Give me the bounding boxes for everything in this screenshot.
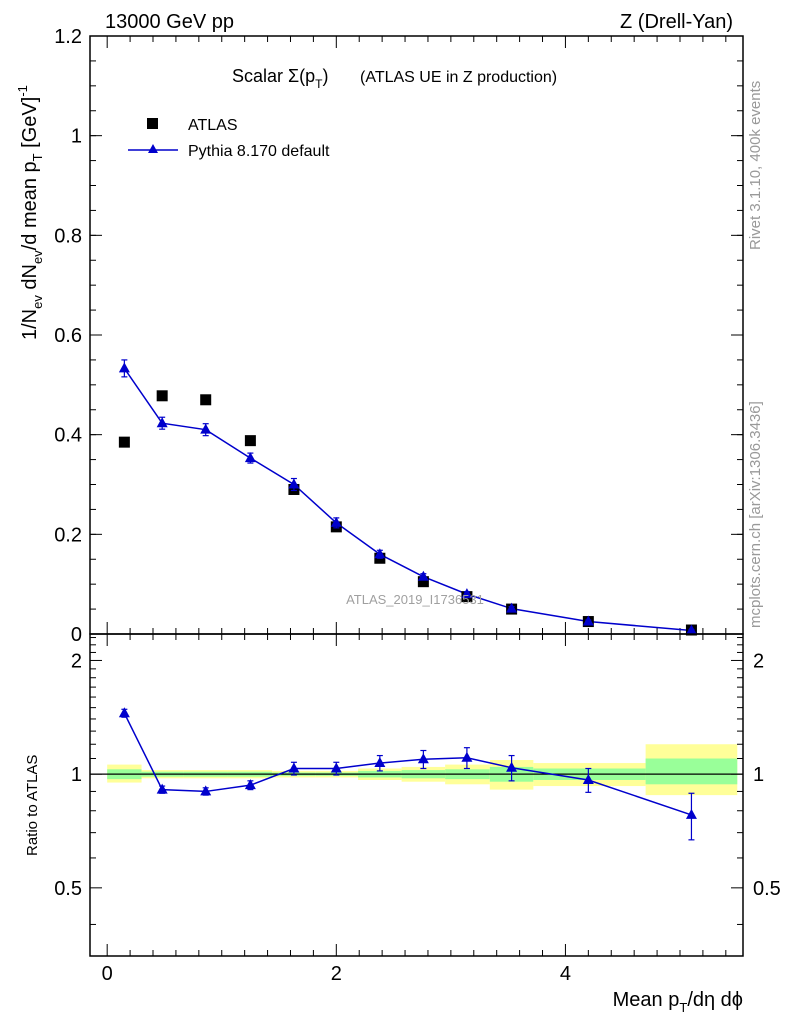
mc-data-point: [685, 624, 697, 635]
legend-atlas-marker: [147, 118, 158, 129]
upper-ylabel-p2: dN: [19, 264, 41, 295]
atlas-data-point: [417, 576, 429, 588]
ratio-mc-line: [123, 712, 692, 816]
upper-ylabel-s3: T: [30, 153, 45, 161]
x-axis-label: Mean pT/dη dϕ: [613, 989, 743, 1015]
upper-ylabel-p3: /d mean p: [19, 161, 41, 250]
side-mcplots-label: mcplots.cern.ch [arXiv:1306.3436]: [747, 401, 764, 628]
plot-title: Scalar Σ(pT): [232, 66, 329, 91]
ratio-ytick-label: 0.5: [54, 878, 82, 900]
main-ytick-label: 0.6: [54, 325, 82, 347]
ratio-mc-point: [118, 707, 130, 718]
title-main: Scalar Σ(p: [232, 66, 315, 86]
atlas-data-point: [244, 435, 256, 447]
main-panel: 0 0.2 0.4 0.6 0.8 1 1.2: [54, 26, 744, 646]
ratio-mc-point: [374, 757, 386, 768]
upper-ylabel-sup: -1: [15, 85, 30, 97]
legend-atlas-label: ATLAS: [188, 117, 238, 134]
mc-line: [123, 367, 692, 632]
ratio-ytick-label: 2: [71, 650, 82, 672]
atlas-data-point: [200, 394, 212, 406]
main-ytick-label: 0.4: [54, 425, 82, 447]
mc-data-point: [118, 362, 130, 373]
mc-data-point: [374, 548, 386, 559]
ratio-ytick-label-right: 1: [753, 764, 764, 786]
upper-ylabel-p4: [GeV]: [19, 97, 41, 154]
ratio-frame: [89, 633, 744, 957]
title-suffix: (ATLAS UE in Z production): [360, 69, 557, 86]
header-left-label: 13000 GeV pp: [105, 11, 234, 33]
main-ytick-label: 0.8: [54, 225, 82, 247]
ratio-xtick-label: 2: [331, 963, 342, 985]
main-ytick-label: 1.2: [54, 26, 82, 48]
ratio-mc-point: [417, 753, 429, 764]
mc-data-point: [582, 615, 594, 626]
mc-data-point: [506, 602, 518, 613]
xlabel-s1: T: [679, 1000, 687, 1015]
main-ytick-label: 0.2: [54, 524, 82, 546]
xlabel-p1: Mean p: [613, 989, 680, 1011]
atlas-data-point: [118, 436, 130, 448]
legend-mc-marker: [148, 144, 158, 153]
ratio-panel: 0.5 0.5 1 1 2 2 0 2 4: [54, 633, 781, 985]
upper-ylabel-s1: ev: [30, 295, 45, 309]
mc-data-point: [461, 588, 473, 599]
analysis-watermark: ATLAS_2019_I1736531: [346, 592, 484, 607]
ratio-mc-point: [288, 762, 300, 773]
ratio-mc-point: [685, 808, 697, 819]
ratio-mc-point: [200, 785, 212, 796]
ratio-mc-point: [506, 761, 518, 772]
ratio-xtick-label: 0: [102, 963, 113, 985]
main-ytick-label: 1: [71, 126, 82, 148]
ratio-mc-point: [156, 783, 168, 794]
ratio-band-inner: [645, 758, 738, 785]
ratio-ytick-label: 1: [71, 764, 82, 786]
mc-data-point: [417, 570, 429, 581]
mc-data-point: [330, 516, 342, 527]
mc-data-point: [200, 423, 212, 434]
mc-data-point: [288, 478, 300, 489]
ratio-mc-point: [461, 751, 473, 762]
ratio-ytick-label-right: 0.5: [753, 878, 781, 900]
mc-data-point: [244, 452, 256, 463]
ratio-mc-point: [244, 779, 256, 790]
mc-data-point: [156, 417, 168, 428]
ratio-ytick-label-right: 2: [753, 650, 764, 672]
header-right-label: Z (Drell-Yan): [620, 11, 733, 33]
title-close: ): [323, 66, 329, 86]
upper-ylabel-s2: ev: [30, 250, 45, 264]
lower-ylabel: Ratio to ATLAS: [24, 755, 41, 856]
ratio-mc-point: [330, 762, 342, 773]
xlabel-p2: /dη dϕ: [687, 989, 743, 1011]
legend-mc-label: Pythia 8.170 default: [188, 143, 330, 160]
atlas-data-point: [156, 390, 168, 402]
main-ytick-label: 0: [71, 624, 82, 646]
title-sub: T: [315, 77, 323, 91]
side-rivet-label: Rivet 3.1.10, 400k events: [747, 81, 764, 250]
ratio-xtick-label: 4: [560, 963, 571, 985]
upper-ylabel-p1: 1/N: [19, 309, 41, 340]
ratio-mc-point: [582, 773, 594, 784]
upper-ylabel: 1/Nev dNev/d mean pT [GeV]-1: [15, 85, 45, 340]
